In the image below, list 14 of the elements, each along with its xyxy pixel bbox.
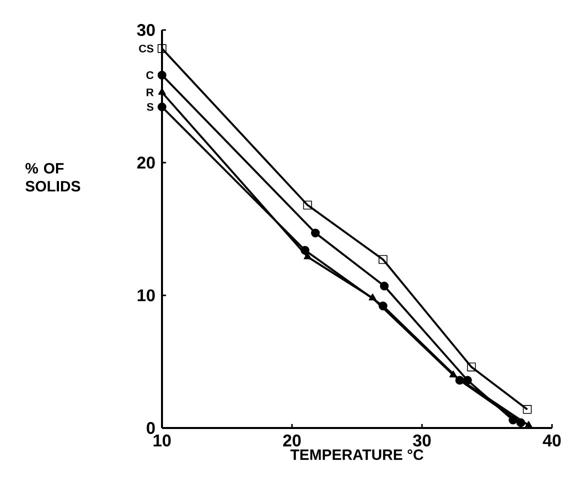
x-tick-label: 20 xyxy=(283,434,301,447)
series-label: S xyxy=(146,103,154,111)
y-tick-label: 30 xyxy=(137,24,155,36)
y-tick-label: 20 xyxy=(137,156,155,169)
y-tick-label: 0 xyxy=(146,422,155,434)
series-label: R xyxy=(146,88,154,96)
x-tick-label: 40 xyxy=(542,434,561,447)
series-label: C xyxy=(146,71,154,79)
y-axis-title: % OF SOLIDS xyxy=(25,162,80,192)
series-label: CS xyxy=(139,44,154,52)
x-tick-label: 30 xyxy=(412,434,431,447)
x-axis-title: TEMPERATURE °C xyxy=(290,449,424,460)
y-tick-label: 10 xyxy=(138,289,155,302)
x-tick-label: 10 xyxy=(154,434,171,447)
